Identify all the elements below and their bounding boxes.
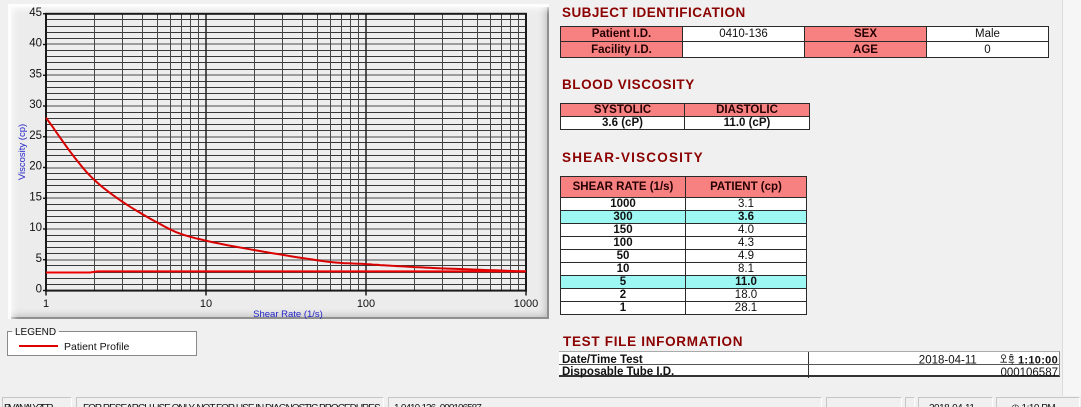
svg-text:1: 1 [43,298,49,310]
svg-text:0: 0 [36,284,42,296]
svg-text:35: 35 [29,69,42,81]
svg-text:20: 20 [29,161,42,173]
svg-text:Shear Rate (1/s): Shear Rate (1/s) [253,309,323,319]
svg-text:10: 10 [29,222,42,234]
svg-text:100: 100 [357,298,375,310]
svg-text:30: 30 [29,99,42,111]
svg-text:5: 5 [36,253,42,265]
svg-text:25: 25 [29,130,42,142]
svg-text:45: 45 [29,7,42,19]
svg-text:1000: 1000 [514,298,538,310]
svg-text:Viscosity (cp): Viscosity (cp) [17,124,28,180]
svg-text:10: 10 [200,298,212,310]
svg-text:15: 15 [29,191,42,203]
svg-text:40: 40 [29,38,42,50]
